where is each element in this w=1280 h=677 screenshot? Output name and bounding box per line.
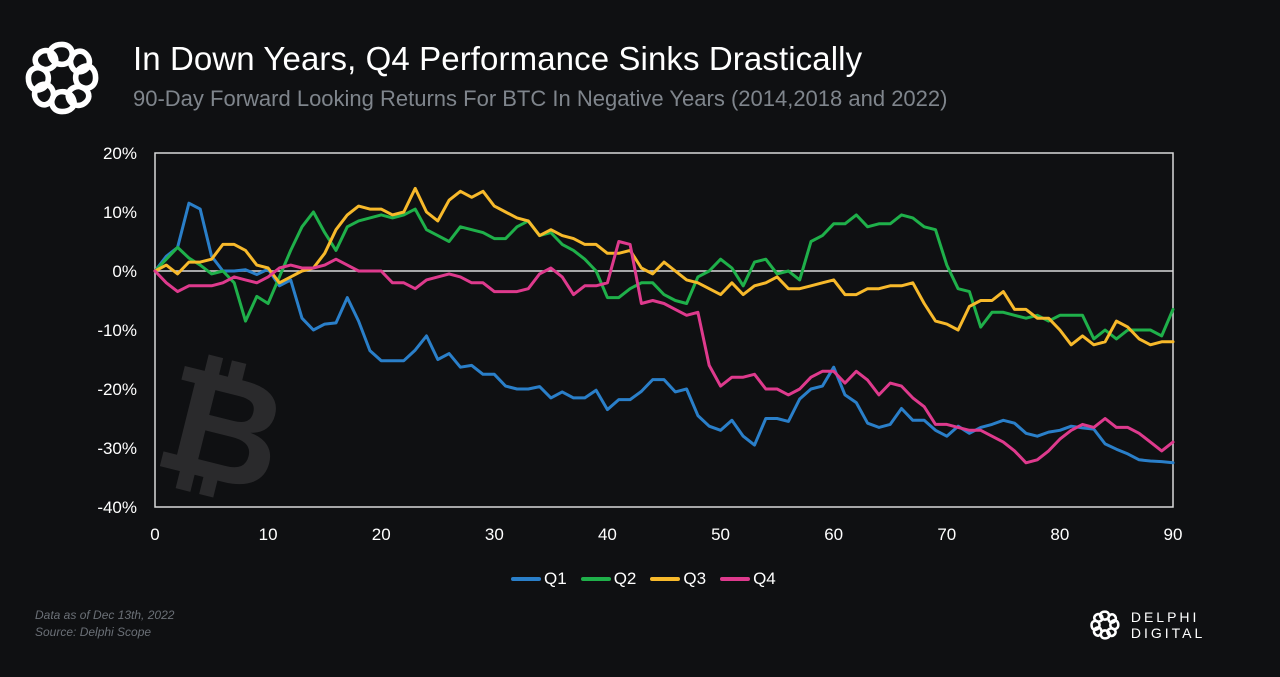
x-tick-label: 10 — [259, 525, 278, 544]
legend-item-q2[interactable]: Q2 — [580, 569, 637, 589]
legend-label-q3: Q3 — [683, 569, 707, 588]
delphi-logo-icon — [25, 41, 99, 115]
brand: DELPHI DIGITAL — [1089, 609, 1280, 641]
y-tick-label: -20% — [97, 380, 137, 399]
legend-item-q3[interactable]: Q3 — [650, 569, 706, 589]
series-line-q1 — [153, 201, 1175, 465]
plot-area-border — [154, 152, 1174, 508]
footnote: Data as of Dec 13th, 2022 Source: Delphi… — [35, 607, 174, 641]
y-tick-label: -10% — [97, 321, 137, 340]
bitcoin-watermark-icon: ₿ — [142, 332, 301, 525]
data-date-note: Data as of Dec 13th, 2022 — [35, 608, 175, 622]
series-line-q3 — [153, 186, 1175, 347]
series-line-q4 — [153, 240, 1175, 465]
y-tick-label: -40% — [97, 498, 137, 517]
y-tick-label: 0% — [112, 262, 137, 281]
x-tick-label: 90 — [1164, 525, 1183, 544]
x-tick-label: 40 — [598, 525, 617, 544]
y-tick-label: 10% — [103, 203, 137, 222]
x-tick-label: 60 — [824, 525, 843, 544]
legend-label-q4: Q4 — [753, 569, 776, 588]
chart-title: In Down Years, Q4 Performance Sinks Dras… — [133, 40, 863, 77]
legend-label-q2: Q2 — [613, 569, 637, 588]
source-note: Source: Delphi Scope — [35, 625, 152, 639]
legend-swatch-q1 — [511, 577, 541, 581]
x-tick-label: 0 — [150, 525, 159, 544]
x-tick-label: 20 — [372, 525, 391, 544]
legend-label-q1: Q1 — [544, 569, 567, 588]
svg-text:₿: ₿ — [142, 332, 301, 525]
series-line-q2 — [153, 207, 1175, 341]
x-tick-label: 70 — [937, 525, 956, 544]
legend-swatch-q4 — [720, 577, 751, 581]
x-tick-label: 80 — [1050, 525, 1069, 544]
x-tick-label: 30 — [485, 525, 504, 544]
chart-subtitle: 90-Day Forward Looking Returns For BTC I… — [133, 86, 948, 111]
brand-name: DELPHI DIGITAL — [1130, 609, 1206, 641]
chart-legend: Q1 Q2 Q3 Q4 — [511, 569, 776, 589]
x-tick-label: 50 — [711, 525, 730, 544]
legend-item-q4[interactable]: Q4 — [720, 569, 776, 589]
legend-item-q1[interactable]: Q1 — [511, 569, 567, 589]
y-tick-label: 20% — [103, 144, 137, 163]
legend-swatch-q3 — [650, 577, 681, 581]
y-tick-label: -30% — [97, 439, 137, 458]
legend-swatch-q2 — [580, 577, 611, 581]
delphi-brand-logo-icon — [1090, 610, 1120, 640]
